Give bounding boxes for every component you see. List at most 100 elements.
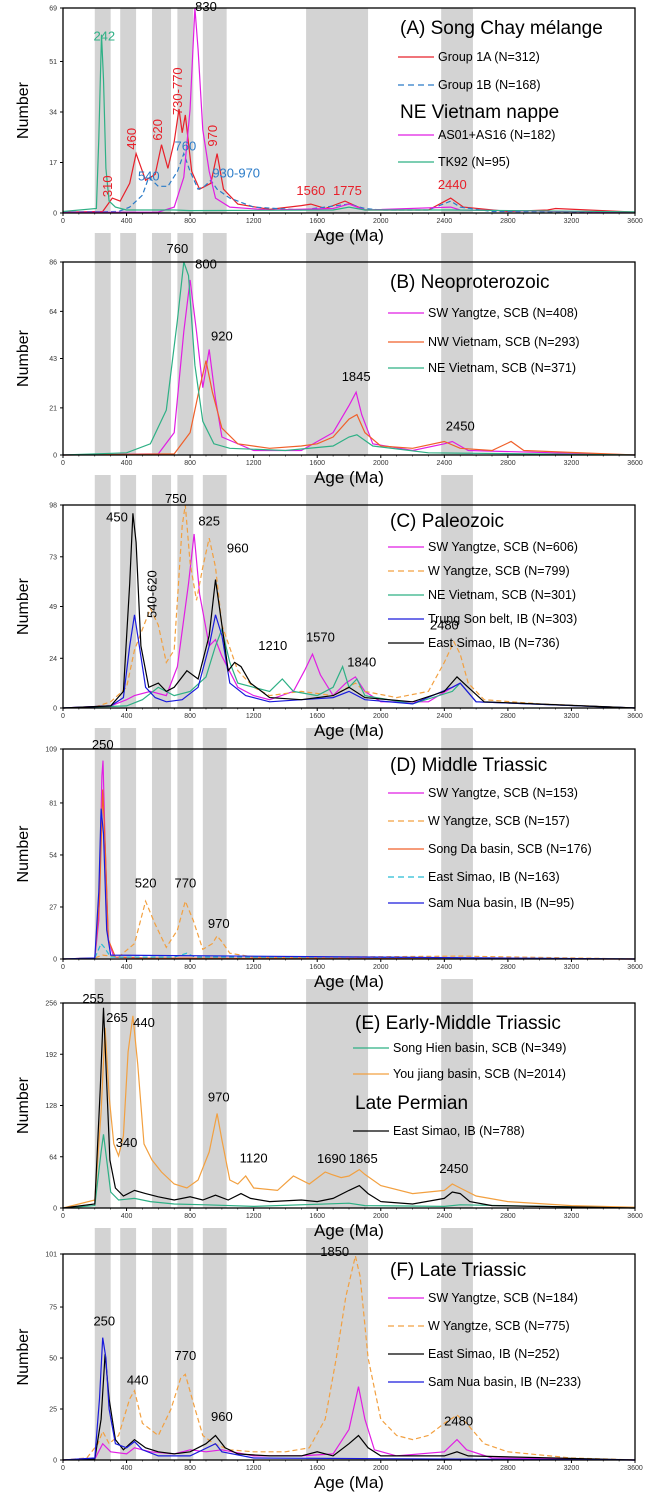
legend-entry: Group 1A (N=312) bbox=[398, 50, 540, 64]
x-tick-label: 800 bbox=[184, 218, 196, 225]
age-band-gap bbox=[306, 233, 369, 262]
age-band-gap bbox=[151, 1228, 172, 1254]
x-tick-label: 400 bbox=[121, 1465, 133, 1472]
y-tick-label: 34 bbox=[49, 109, 57, 116]
legend-entry: Song Da basin, SCB (N=176) bbox=[388, 842, 592, 856]
series-line bbox=[62, 504, 636, 709]
x-tick-label: 1600 bbox=[309, 218, 325, 225]
y-tick-label: 64 bbox=[49, 309, 57, 316]
age-band bbox=[94, 262, 111, 455]
x-tick-label: 800 bbox=[184, 460, 196, 467]
series-line bbox=[62, 108, 636, 213]
peak-label: 830 bbox=[195, 0, 217, 14]
legend-entry: W Yangtze, SCB (N=157) bbox=[388, 814, 570, 828]
peak-label: 265 bbox=[106, 1010, 128, 1025]
peak-label: 440 bbox=[133, 1015, 155, 1030]
legend-label: Song Hien basin, SCB (N=349) bbox=[393, 1041, 566, 1055]
y-tick-label: 21 bbox=[49, 405, 57, 412]
panel-title: Late Permian bbox=[355, 1093, 468, 1114]
y-tick-label: 98 bbox=[49, 503, 57, 510]
age-band-gap bbox=[94, 233, 111, 262]
series-line bbox=[62, 360, 636, 456]
panel-title: NE Vietnam nappe bbox=[400, 102, 559, 123]
panel-title: (A) Song Chay mélange bbox=[400, 18, 603, 39]
peak-label: 2450 bbox=[446, 418, 475, 433]
legend-label: You jiang basin, SCB (N=2014) bbox=[393, 1067, 566, 1081]
x-tick-label: 800 bbox=[184, 713, 196, 720]
legend-label: Group 1B (N=168) bbox=[438, 78, 540, 92]
y-tick-label: 27 bbox=[49, 904, 57, 911]
age-band bbox=[120, 1003, 137, 1208]
y-tick-label: 54 bbox=[49, 852, 57, 859]
series-line bbox=[62, 1255, 636, 1461]
age-band bbox=[120, 1254, 137, 1460]
age-band bbox=[306, 749, 369, 959]
legend-label: East Simao, IB (N=788) bbox=[393, 1124, 525, 1138]
panel-C: 0 400 800 1200 1600 2000 2400 2800 3200 3600 0 24 49… bbox=[15, 491, 643, 749]
x-tick-label: 3200 bbox=[564, 713, 580, 720]
y-tick-label: 256 bbox=[45, 1001, 57, 1008]
age-band bbox=[441, 749, 473, 959]
x-tick-label: 400 bbox=[121, 1213, 133, 1220]
peak-label: 800 bbox=[195, 257, 217, 272]
peak-label: 250 bbox=[92, 737, 114, 752]
y-tick-label: 17 bbox=[49, 160, 57, 167]
legend-entry: You jiang basin, SCB (N=2014) bbox=[353, 1067, 566, 1081]
x-tick-label: 2800 bbox=[500, 713, 516, 720]
x-tick-label: 2000 bbox=[373, 713, 389, 720]
peak-label: 1845 bbox=[342, 369, 371, 384]
x-tick-label: 2400 bbox=[437, 964, 453, 971]
age-band bbox=[177, 749, 194, 959]
age-band-gap bbox=[441, 1228, 473, 1254]
y-tick-label: 49 bbox=[49, 604, 57, 611]
age-band bbox=[306, 262, 369, 455]
peak-label: 970 bbox=[205, 125, 220, 147]
x-axis-label: Age (Ma) bbox=[314, 721, 384, 740]
age-band-gap bbox=[120, 728, 137, 749]
y-tick-label: 192 bbox=[45, 1052, 57, 1059]
x-tick-label: 3600 bbox=[627, 1213, 643, 1220]
y-axis-label: Number bbox=[15, 577, 32, 635]
legend-label: NE Vietnam, SCB (N=301) bbox=[428, 588, 576, 602]
legend-entry: Sam Nua basin, IB (N=95) bbox=[388, 896, 574, 910]
series-line bbox=[62, 808, 636, 960]
peak-label: 2480 bbox=[444, 1413, 473, 1428]
x-tick-label: 0 bbox=[61, 460, 65, 467]
peak-label: 440 bbox=[127, 1373, 149, 1388]
x-tick-label: 800 bbox=[184, 1465, 196, 1472]
age-band-gap bbox=[120, 1228, 137, 1254]
y-tick-label: 73 bbox=[49, 554, 57, 561]
age-band-gap bbox=[202, 979, 227, 1003]
peak-label: 730-770 bbox=[170, 67, 185, 115]
age-band-gap bbox=[177, 233, 194, 262]
age-band bbox=[120, 8, 137, 213]
x-tick-label: 400 bbox=[121, 460, 133, 467]
peak-label: 620 bbox=[150, 119, 165, 141]
peak-label: 1570 bbox=[306, 630, 335, 645]
x-tick-label: 0 bbox=[61, 713, 65, 720]
y-tick-label: 69 bbox=[49, 6, 57, 13]
series-group bbox=[62, 760, 636, 960]
age-band-gap bbox=[151, 979, 172, 1003]
peak-label: 970 bbox=[208, 916, 230, 931]
peak-label: 450 bbox=[106, 510, 128, 525]
x-tick-label: 1600 bbox=[309, 713, 325, 720]
x-tick-label: 2000 bbox=[373, 460, 389, 467]
panel-title: (F) Late Triassic bbox=[390, 1260, 526, 1281]
legend-entry: W Yangtze, SCB (N=775) bbox=[388, 1319, 570, 1333]
y-tick-label: 0 bbox=[53, 1206, 57, 1213]
x-tick-label: 1200 bbox=[246, 713, 262, 720]
x-tick-label: 1200 bbox=[246, 218, 262, 225]
peak-label: 1775 bbox=[333, 183, 362, 198]
age-band-gap bbox=[306, 979, 369, 1003]
age-band-gap bbox=[151, 233, 172, 262]
age-band bbox=[202, 262, 227, 455]
age-band bbox=[306, 1254, 369, 1460]
x-axis-label: Age (Ma) bbox=[314, 1473, 384, 1492]
age-band-gap bbox=[306, 475, 369, 505]
peak-label: 1560 bbox=[296, 183, 325, 198]
peak-label: 930-970 bbox=[212, 165, 260, 180]
x-axis-label: Age (Ma) bbox=[314, 1221, 384, 1240]
x-tick-label: 3200 bbox=[564, 218, 580, 225]
x-tick-label: 0 bbox=[61, 1213, 65, 1220]
